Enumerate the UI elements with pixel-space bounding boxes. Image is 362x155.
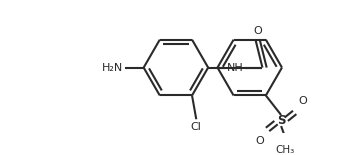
Text: O: O <box>256 136 264 146</box>
Text: Cl: Cl <box>191 122 202 132</box>
Text: O: O <box>253 26 262 36</box>
Text: O: O <box>298 96 307 106</box>
Text: NH: NH <box>227 63 244 73</box>
Text: S: S <box>277 114 285 127</box>
Text: CH₃: CH₃ <box>276 145 295 155</box>
Text: H₂N: H₂N <box>102 63 123 73</box>
